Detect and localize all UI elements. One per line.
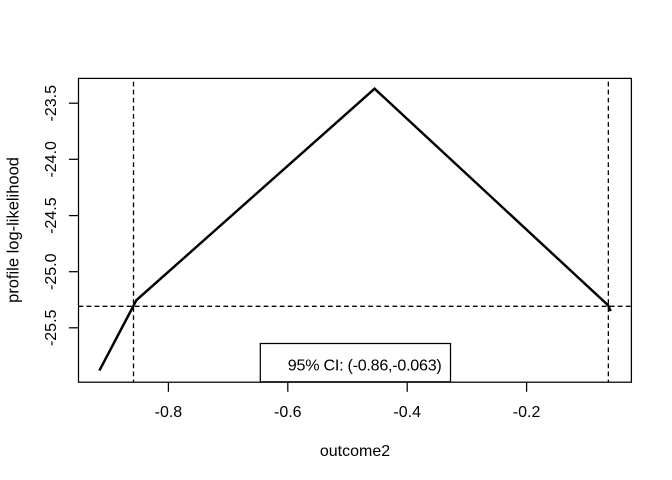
svg-text:outcome2: outcome2 — [320, 443, 390, 460]
svg-text:95% CI: (-0.86,-0.063): 95% CI: (-0.86,-0.063) — [288, 357, 442, 375]
svg-text:profile log-likelihood: profile log-likelihood — [5, 157, 23, 303]
svg-text:-25.0: -25.0 — [43, 253, 60, 290]
svg-text:-0.8: -0.8 — [155, 404, 183, 421]
svg-text:-0.2: -0.2 — [513, 404, 541, 421]
svg-text:-24.5: -24.5 — [43, 197, 60, 234]
svg-text:-25.5: -25.5 — [43, 309, 60, 346]
svg-text:-0.4: -0.4 — [393, 404, 421, 421]
svg-text:-23.5: -23.5 — [43, 85, 60, 122]
svg-text:-0.6: -0.6 — [274, 404, 302, 421]
svg-text:-24.0: -24.0 — [43, 141, 60, 178]
